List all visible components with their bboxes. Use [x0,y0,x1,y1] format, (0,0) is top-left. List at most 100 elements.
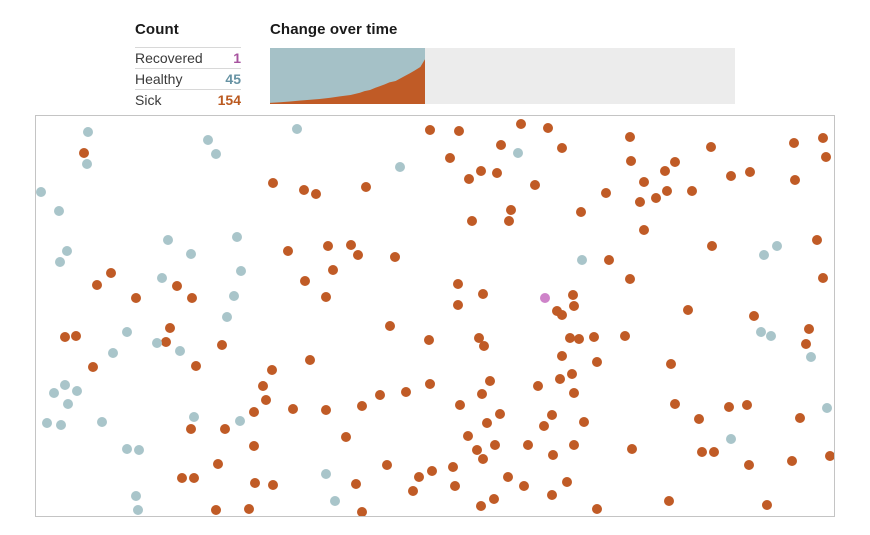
scatter-dot-sick [472,445,482,455]
scatter-dot-sick [390,252,400,262]
scatter-dot-sick [707,241,717,251]
count-row-healthy: Healthy 45 [135,68,241,89]
scatter-dot-sick [569,388,579,398]
scatter-dot-sick [697,447,707,457]
scatter-dot-sick [639,177,649,187]
scatter-dot-sick [568,290,578,300]
scatter-dot-sick [261,395,271,405]
scatter-dot-healthy [189,412,199,422]
scatter-dot-sick [177,473,187,483]
timeline-future-area [425,48,735,104]
scatter-dot-sick [453,279,463,289]
scatter-dot-healthy [63,399,73,409]
scatter-dot-sick [749,311,759,321]
scatter-dot-sick [453,300,463,310]
scatter-dot-healthy [49,388,59,398]
scatter-dot-recovered [540,293,550,303]
scatter-dot-sick [165,323,175,333]
scatter-dot-sick [463,431,473,441]
scatter-dot-sick [244,504,254,514]
scatter-dot-sick [821,152,831,162]
scatter-dot-healthy [134,445,144,455]
scatter-dot-healthy [56,420,66,430]
scatter-dot-healthy [152,338,162,348]
scatter-dot-healthy [236,266,246,276]
scatter-dot-sick [625,274,635,284]
scatter-dot-sick [626,156,636,166]
scatter-dot-sick [530,180,540,190]
scatter-dot-sick [71,331,81,341]
count-label-sick: Sick [135,92,162,108]
scatter-dot-sick [744,460,754,470]
scatter-dot-healthy [122,327,132,337]
scatter-dot-sick [299,185,309,195]
scatter-dot-sick [401,387,411,397]
scatter-dot-sick [533,381,543,391]
scatter-dot-sick [191,361,201,371]
scatter-dot-sick [450,481,460,491]
scatter-dot-healthy [806,352,816,362]
scatter-dot-sick [476,501,486,511]
scatter-dot-healthy [62,246,72,256]
scatter-dot-sick [604,255,614,265]
scatter-dot-sick [789,138,799,148]
scatter-dot-sick [357,401,367,411]
simulation-field [35,115,835,517]
scatter-dot-sick [724,402,734,412]
timeline-sick-area [270,59,425,104]
scatter-dot-sick [489,494,499,504]
scatter-dot-sick [479,341,489,351]
scatter-dot-sick [249,407,259,417]
scatter-dot-healthy [60,380,70,390]
scatter-dot-sick [92,280,102,290]
scatter-dot-sick [172,281,182,291]
scatter-dot-sick [321,405,331,415]
scatter-dot-healthy [229,291,239,301]
scatter-dot-sick [445,153,455,163]
scatter-dot-sick [482,418,492,428]
scatter-dot-healthy [513,148,523,158]
scatter-dot-sick [161,337,171,347]
scatter-dot-sick [414,472,424,482]
scatter-dot-sick [478,454,488,464]
scatter-dot-sick [249,441,259,451]
scatter-dot-sick [268,178,278,188]
change-over-time-panel: Change over time [270,21,735,104]
scatter-dot-sick [189,473,199,483]
scatter-dot-sick [516,119,526,129]
scatter-dot-healthy [759,250,769,260]
scatter-dot-healthy [726,434,736,444]
scatter-dot-healthy [42,418,52,428]
scatter-dot-sick [506,205,516,215]
scatter-dot-sick [485,376,495,386]
scatter-dot-sick [567,369,577,379]
count-table: Recovered 1 Healthy 45 Sick 154 [135,47,241,110]
scatter-dot-sick [268,480,278,490]
scatter-dot-sick [361,182,371,192]
scatter-dot-healthy [163,235,173,245]
scatter-dot-healthy [83,127,93,137]
scatter-dot-sick [664,496,674,506]
scatter-dot-sick [341,432,351,442]
scatter-dot-sick [496,140,506,150]
scatter-dot-sick [323,241,333,251]
scatter-dot-sick [651,193,661,203]
scatter-dot-sick [267,365,277,375]
count-title: Count [135,21,179,38]
scatter-dot-healthy [157,273,167,283]
scatter-dot-sick [346,240,356,250]
scatter-dot-sick [818,133,828,143]
scatter-dot-sick [425,125,435,135]
scatter-dot-sick [662,186,672,196]
scatter-dot-sick [745,167,755,177]
scatter-dot-sick [579,417,589,427]
scatter-dot-sick [569,440,579,450]
scatter-dot-sick [694,414,704,424]
scatter-dot-sick [726,171,736,181]
scatter-dot-sick [601,188,611,198]
scatter-dot-sick [305,355,315,365]
scatter-dot-sick [311,189,321,199]
scatter-dot-sick [187,293,197,303]
scatter-dot-sick [519,481,529,491]
scatter-dot-sick [220,424,230,434]
